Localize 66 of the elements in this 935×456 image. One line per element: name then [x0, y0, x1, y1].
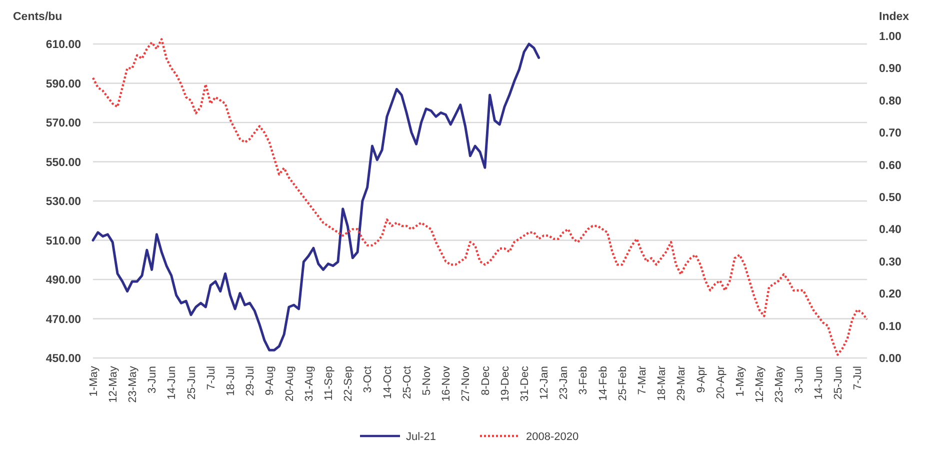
- y-tick-label: 510.00: [46, 235, 81, 248]
- line-series: [92, 38, 868, 356]
- legend-label: 2008-2020: [526, 431, 579, 443]
- x-tick-label: 22-Sep: [342, 366, 355, 402]
- y2-tick-label: 0.40: [879, 224, 902, 236]
- x-tick-label: 12-May: [107, 366, 120, 403]
- x-tick-label: 3-Feb: [578, 366, 590, 395]
- x-tick-label: 14-Jun: [166, 366, 178, 400]
- x-tick-label: 1-May: [88, 366, 100, 397]
- y2-tick-label: 0.50: [879, 192, 902, 204]
- x-tick-label: 23-Jan: [558, 366, 570, 400]
- x-tick-label: 25-Feb: [616, 366, 629, 401]
- x-tick-label: 3-Oct: [362, 366, 374, 393]
- x-tick-label: 31-Aug: [303, 366, 316, 402]
- x-tick-label: 14-Jun: [812, 366, 825, 400]
- y2-tick-label: 1.00: [879, 31, 902, 44]
- x-tick-label: 16-Nov: [440, 366, 453, 402]
- x-tick-label: 23-May: [774, 366, 786, 403]
- x-tick-label: 8-Dec: [480, 366, 492, 396]
- x-tick-label: 31-Dec: [518, 366, 531, 402]
- x-tick-label: 1-May: [734, 366, 746, 397]
- x-tick-label: 27-Nov: [460, 366, 472, 402]
- x-tick-label: 23-May: [127, 366, 140, 403]
- y-axis-title: Cents/bu: [13, 11, 62, 23]
- x-tick-label: 11-Sep: [322, 366, 335, 401]
- y-tick-label: 570.00: [46, 118, 81, 130]
- y2-tick-label: 0.10: [879, 320, 902, 333]
- x-tick-label: 9-Aug: [264, 366, 276, 396]
- y2-tick-label: 0.30: [879, 256, 902, 268]
- x-tick-label: 25-Oct: [401, 366, 414, 400]
- x-tick-label: 3-Jun: [146, 366, 159, 394]
- x-tick-label: 20-Aug: [284, 366, 296, 402]
- y-tick-label: 450.00: [46, 353, 81, 366]
- y2-tick-label: 0.00: [879, 353, 902, 366]
- x-tick-label: 3-Jun: [793, 366, 806, 394]
- y2-tick-label: 0.60: [879, 160, 902, 172]
- y-tick-label: 470.00: [46, 314, 81, 326]
- x-tick-label: 25-Jun: [832, 366, 844, 400]
- y-tick-label: 590.00: [46, 78, 81, 90]
- x-tick-label: 12-May: [754, 366, 766, 403]
- y2-tick-label: 0.90: [879, 63, 902, 76]
- x-tick-label: 19-Dec: [499, 366, 512, 402]
- x-tick-label: 29-Mar: [676, 366, 688, 401]
- y-tick-label: 550.00: [46, 156, 81, 169]
- x-tick-label: 5-Nov: [420, 366, 433, 396]
- x-tick-label: 7-Jul: [205, 366, 218, 390]
- y2-tick-label: 0.80: [879, 95, 902, 108]
- x-tick-label: 20-Apr: [714, 366, 727, 400]
- y2-tick-label: 0.70: [879, 128, 902, 140]
- line-series: [92, 42, 540, 352]
- legend-label: Jul-21: [406, 431, 436, 443]
- x-tick-label: 9-Apr: [695, 366, 708, 393]
- x-tick-label: 7-Jul: [852, 366, 864, 390]
- x-tick-label: 18-Mar: [656, 366, 668, 401]
- x-tick-label: 14-Feb: [597, 366, 610, 401]
- y-tick-label: 530.00: [46, 196, 81, 208]
- x-tick-label: 18-Jul: [225, 366, 238, 396]
- x-tick-label: 29-Jul: [244, 366, 257, 396]
- x-tick-label: 25-Jun: [186, 366, 198, 400]
- y-tick-label: 610.00: [46, 39, 81, 52]
- x-tick-label: 12-Jan: [538, 366, 551, 400]
- y2-axis-title: Index: [879, 11, 910, 23]
- y2-tick-label: 0.20: [879, 288, 902, 301]
- x-tick-label: 14-Oct: [382, 366, 394, 400]
- y-tick-label: 490.00: [46, 274, 81, 287]
- x-tick-label: 7-Mar: [636, 366, 649, 395]
